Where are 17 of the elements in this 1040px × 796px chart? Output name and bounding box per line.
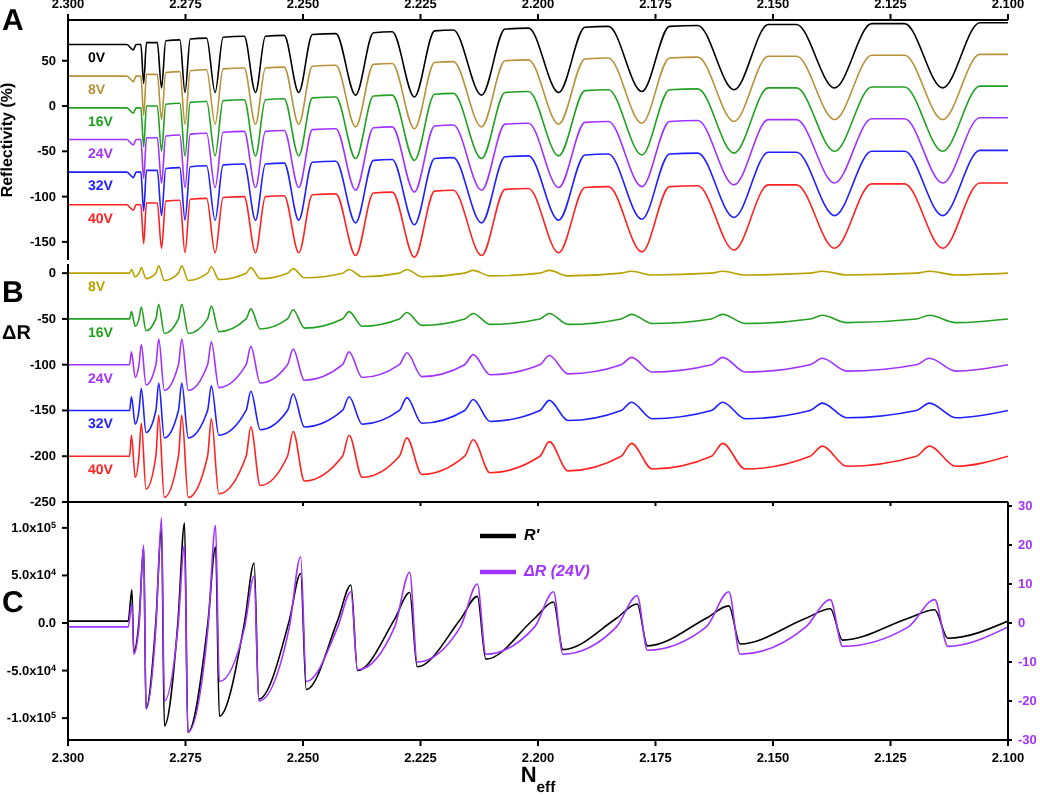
legend-label: ΔR (24V): [524, 562, 590, 581]
line-series: [68, 303, 1008, 335]
x-axis-title: N$_{eff}$: [520, 764, 557, 795]
line-series: [68, 85, 1008, 162]
line-series: [68, 382, 1008, 439]
chart-title: B: [2, 276, 24, 310]
line-series: [68, 149, 1008, 226]
line-series: [68, 117, 1008, 193]
line-series: [68, 182, 1008, 259]
y-axis-title: ΔR: [2, 323, 33, 345]
text: C: [2, 586, 24, 620]
line-series: [68, 265, 1008, 282]
chart-title: A: [2, 4, 24, 38]
line-series: [68, 338, 1008, 392]
legend-label: R': [524, 526, 540, 545]
y-axis-title: Reflectivity (%): [0, 81, 16, 198]
line-series: [68, 53, 1008, 130]
